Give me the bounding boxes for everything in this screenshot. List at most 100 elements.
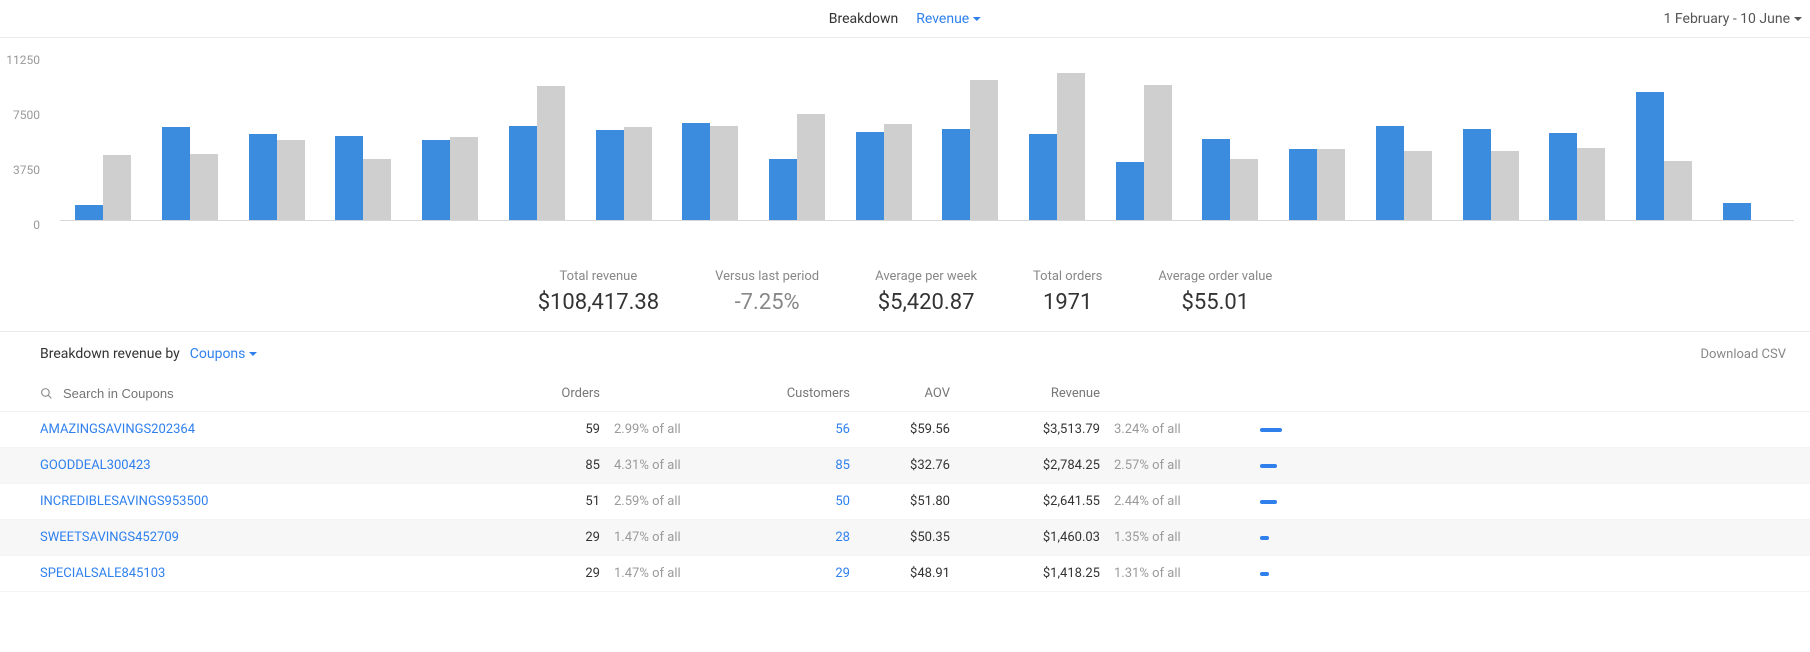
revenue-pct: 1.35% of all	[1100, 530, 1230, 545]
revenue-value: $1,418.25	[950, 566, 1100, 581]
revenue-value: $2,784.25	[950, 458, 1100, 473]
minibar	[1260, 500, 1277, 504]
coupon-link[interactable]: GOODDEAL300423	[40, 458, 510, 473]
bar-secondary	[1577, 148, 1605, 221]
kpi-label: Average order value	[1158, 269, 1272, 284]
table-row: AMAZINGSAVINGS202364592.99% of all56$59.…	[0, 412, 1810, 448]
chevron-down-icon	[249, 352, 257, 356]
revenue-value: $1,460.03	[950, 530, 1100, 545]
coupon-link[interactable]: SPECIALSALE845103	[40, 566, 510, 581]
kpi: Average per week$5,420.87	[875, 269, 977, 315]
revenue-value: $2,641.55	[950, 494, 1100, 509]
date-range-selector[interactable]: 1 February - 10 June	[1664, 11, 1802, 27]
bar-secondary	[103, 155, 131, 221]
revenue-bar-chart	[60, 56, 1794, 221]
bar-primary	[1549, 133, 1577, 221]
customers-link[interactable]: 28	[730, 530, 850, 545]
bar-group	[667, 56, 754, 221]
bar-group	[60, 56, 147, 221]
table-body: AMAZINGSAVINGS202364592.99% of all56$59.…	[0, 412, 1810, 592]
aov-value: $32.76	[850, 458, 950, 473]
coupon-link[interactable]: INCREDIBLESAVINGS953500	[40, 494, 510, 509]
customers-link[interactable]: 29	[730, 566, 850, 581]
bar-secondary	[624, 127, 652, 221]
bar-group	[147, 56, 234, 221]
bar-group	[1621, 56, 1708, 221]
bar-group	[1187, 56, 1274, 221]
bar-primary	[335, 136, 363, 221]
aov-value: $51.80	[850, 494, 950, 509]
bar-secondary	[1491, 151, 1519, 221]
bar-primary	[162, 127, 190, 221]
customers-link[interactable]: 50	[730, 494, 850, 509]
search-input[interactable]	[63, 386, 363, 401]
chart-area: 03750750011250	[0, 38, 1810, 225]
minibar	[1260, 464, 1277, 468]
bar-secondary	[884, 124, 912, 221]
orders-pct: 2.59% of all	[600, 494, 730, 509]
col-revenue[interactable]: Revenue	[950, 386, 1100, 401]
bar-secondary	[450, 137, 478, 221]
coupon-link[interactable]: SWEETSAVINGS452709	[40, 530, 510, 545]
orders-pct: 4.31% of all	[600, 458, 730, 473]
orders-pct: 1.47% of all	[600, 530, 730, 545]
bar-group	[233, 56, 320, 221]
metric-selector[interactable]: Revenue	[916, 11, 981, 27]
bar-group	[1100, 56, 1187, 221]
dimension-selector[interactable]: Coupons	[190, 346, 258, 362]
download-csv-link[interactable]: Download CSV	[1700, 347, 1786, 362]
kpi-value: -7.25%	[715, 290, 819, 315]
col-customers[interactable]: Customers	[730, 386, 850, 401]
orders-value: 51	[510, 494, 600, 509]
kpi-label: Total revenue	[538, 269, 659, 284]
col-aov[interactable]: AOV	[850, 386, 950, 401]
bar-group	[754, 56, 841, 221]
bar-primary	[1723, 203, 1751, 221]
bar-primary	[509, 126, 537, 221]
coupon-link[interactable]: AMAZINGSAVINGS202364	[40, 422, 510, 437]
bar-group	[1361, 56, 1448, 221]
chart-y-axis: 03750750011250	[0, 38, 48, 225]
revenue-pct: 1.31% of all	[1100, 566, 1230, 581]
metric-selected: Revenue	[916, 11, 969, 27]
bar-secondary	[970, 80, 998, 221]
minibar	[1260, 572, 1269, 576]
customers-link[interactable]: 85	[730, 458, 850, 473]
chart-baseline	[60, 220, 1794, 221]
bar-primary	[1463, 129, 1491, 221]
aov-value: $59.56	[850, 422, 950, 437]
revenue-value: $3,513.79	[950, 422, 1100, 437]
bar-primary	[1376, 126, 1404, 221]
kpi-value: $108,417.38	[538, 290, 659, 315]
revenue-pct: 2.44% of all	[1100, 494, 1230, 509]
kpi: Average order value$55.01	[1158, 269, 1272, 315]
bar-primary	[249, 134, 277, 221]
orders-value: 29	[510, 530, 600, 545]
table-row: GOODDEAL300423854.31% of all85$32.76$2,7…	[0, 448, 1810, 484]
date-range: 1 February - 10 June	[1664, 11, 1790, 27]
bar-secondary	[537, 86, 565, 221]
kpi-label: Total orders	[1033, 269, 1102, 284]
bar-secondary	[1664, 161, 1692, 221]
table-row: INCREDIBLESAVINGS953500512.59% of all50$…	[0, 484, 1810, 520]
kpi-value: $5,420.87	[875, 290, 977, 315]
chevron-down-icon	[1794, 17, 1802, 21]
customers-link[interactable]: 56	[730, 422, 850, 437]
chart-bars	[60, 56, 1794, 221]
bar-primary	[1202, 139, 1230, 221]
minibar-cell	[1230, 536, 1320, 540]
top-tabs: Breakdown Revenue	[829, 11, 981, 27]
bar-group	[1274, 56, 1361, 221]
bar-group	[1707, 56, 1794, 221]
breakdown-by-label: Breakdown revenue by	[40, 346, 180, 362]
minibar	[1260, 536, 1269, 540]
revenue-pct: 2.57% of all	[1100, 458, 1230, 473]
kpi-value: 1971	[1033, 290, 1102, 315]
minibar-cell	[1230, 428, 1320, 432]
bar-group	[407, 56, 494, 221]
col-orders[interactable]: Orders	[510, 386, 600, 401]
bar-primary	[682, 123, 710, 221]
bar-primary	[769, 159, 797, 221]
table-header: Orders Customers AOV Revenue	[0, 376, 1810, 412]
kpi: Total revenue $108,417.38	[538, 269, 659, 315]
